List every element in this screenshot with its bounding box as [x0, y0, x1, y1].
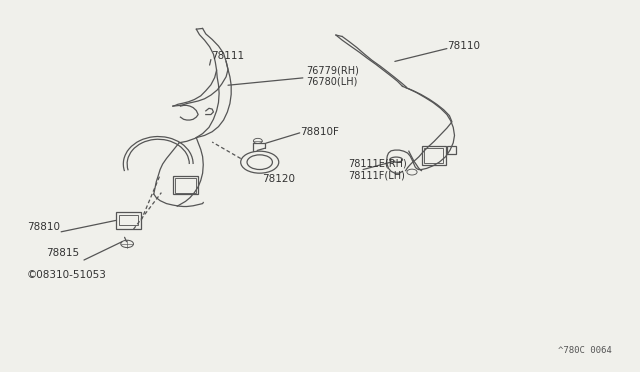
Bar: [175, 178, 196, 193]
Text: 78111: 78111: [211, 51, 244, 61]
Text: 78111E(RH)
78111F(LH): 78111E(RH) 78111F(LH): [349, 159, 407, 180]
Text: 78120: 78120: [262, 174, 294, 184]
Bar: [116, 212, 141, 229]
Bar: [173, 176, 198, 194]
Bar: [424, 148, 443, 163]
Text: 78110: 78110: [447, 41, 480, 51]
Bar: [119, 215, 138, 225]
Bar: [447, 146, 456, 154]
Text: ^780C 0064: ^780C 0064: [558, 346, 612, 355]
Text: 76779(RH)
76780(LH): 76779(RH) 76780(LH): [306, 65, 359, 87]
Text: 78815: 78815: [46, 248, 79, 258]
Text: 78810F: 78810F: [300, 127, 339, 137]
Text: ©08310-51053: ©08310-51053: [27, 270, 107, 280]
Bar: [422, 147, 445, 165]
Text: 78810: 78810: [27, 222, 60, 232]
